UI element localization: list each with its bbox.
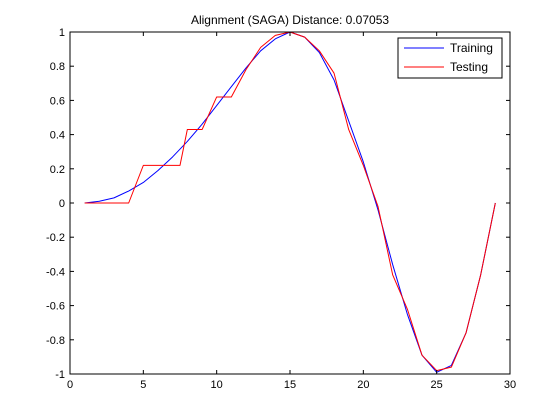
x-tick-label: 25	[431, 379, 443, 391]
y-tick-label: -1	[55, 369, 65, 381]
legend-label-testing: Testing	[450, 60, 488, 74]
x-tick-label: 15	[284, 379, 296, 391]
plot-area	[70, 32, 510, 374]
x-axis: 0 5 10 15 20 25 30	[67, 32, 516, 391]
x-tick-label: 0	[67, 379, 73, 391]
y-tick-label: 0.4	[50, 130, 65, 142]
y-tick-label: 0	[59, 198, 65, 210]
chart-title: Alignment (SAGA) Distance: 0.07053	[191, 13, 389, 27]
y-tick-label: 1	[59, 27, 65, 39]
legend-box	[397, 37, 503, 79]
y-tick-label: 0.8	[50, 61, 65, 73]
x-tick-label: 10	[211, 379, 223, 391]
legend-label-training: Training	[450, 41, 493, 55]
y-tick-label: -0.6	[46, 301, 65, 313]
y-tick-label: 0.6	[50, 95, 65, 107]
x-tick-label: 5	[140, 379, 146, 391]
y-tick-label: -0.8	[46, 335, 65, 347]
y-tick-label: -0.4	[46, 266, 65, 278]
x-tick-label: 30	[504, 379, 516, 391]
legend: Training Testing	[397, 37, 503, 79]
x-tick-label: 20	[357, 379, 369, 391]
y-axis: -1 -0.8 -0.6 -0.4 -0.2 0 0.2 0.4 0.6 0.8 1	[46, 27, 510, 381]
y-tick-label: -0.2	[46, 232, 65, 244]
series-line-testing	[84, 31, 496, 372]
y-tick-label: 0.2	[50, 164, 65, 176]
